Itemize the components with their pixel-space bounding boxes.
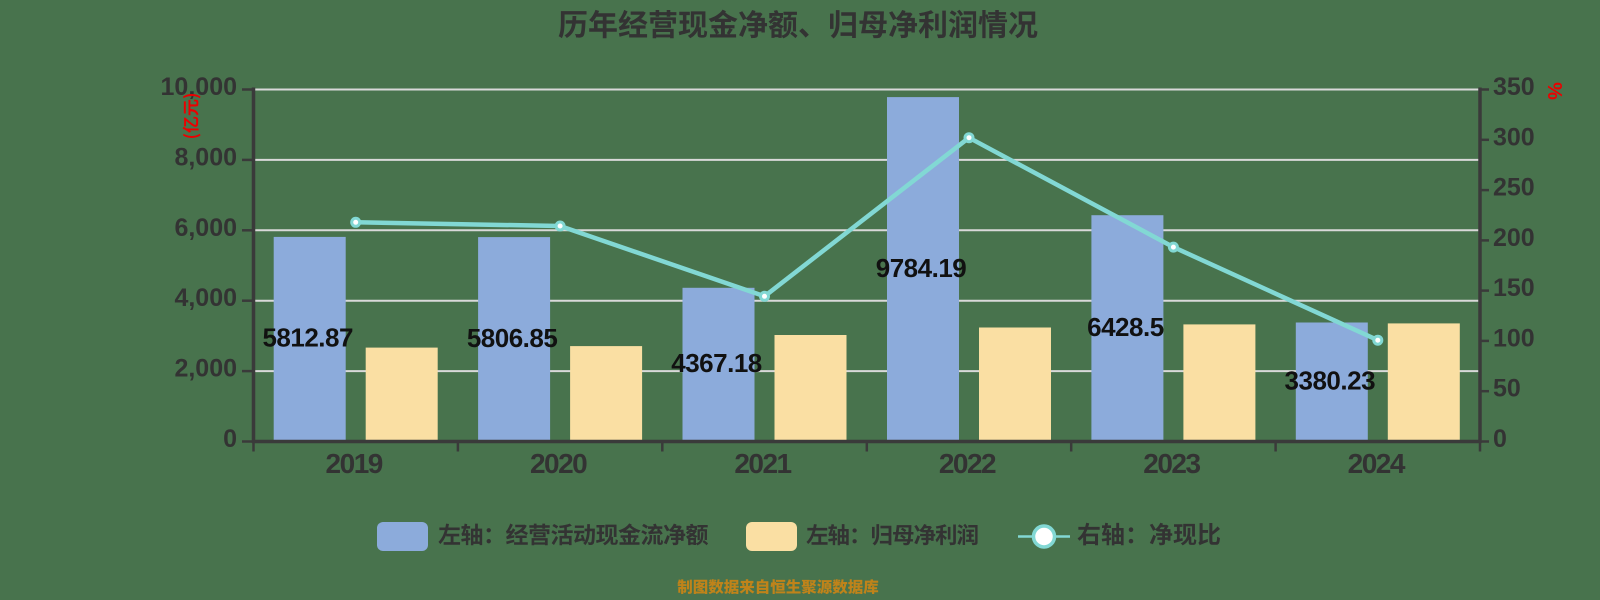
svg-text:2019: 2019 (326, 448, 383, 479)
svg-text:2,000: 2,000 (174, 355, 237, 383)
svg-text:8,000: 8,000 (174, 143, 237, 171)
svg-text:250: 250 (1493, 174, 1535, 202)
svg-text:5812.87: 5812.87 (262, 323, 353, 353)
svg-text:0: 0 (223, 425, 237, 453)
svg-text:5806.85: 5806.85 (467, 323, 558, 353)
svg-text:2022: 2022 (939, 448, 996, 479)
svg-text:0: 0 (1493, 425, 1507, 453)
svg-text:9784.19: 9784.19 (876, 253, 967, 283)
svg-text:50: 50 (1493, 375, 1521, 403)
svg-text:100: 100 (1493, 324, 1535, 352)
svg-text:200: 200 (1493, 224, 1535, 252)
svg-text:%: % (1543, 82, 1565, 100)
svg-text:3380.23: 3380.23 (1285, 366, 1376, 396)
svg-text:350: 350 (1493, 73, 1535, 101)
svg-text:6,000: 6,000 (174, 214, 237, 242)
svg-text:4,000: 4,000 (174, 284, 237, 312)
svg-text:2021: 2021 (734, 448, 791, 479)
svg-text:4367.18: 4367.18 (671, 348, 762, 378)
svg-text:2023: 2023 (1143, 448, 1200, 479)
svg-text:300: 300 (1493, 123, 1535, 151)
svg-text:150: 150 (1493, 274, 1535, 302)
svg-text:2024: 2024 (1348, 448, 1406, 479)
svg-text:6428.5: 6428.5 (1087, 312, 1164, 342)
svg-text:2020: 2020 (530, 448, 587, 479)
